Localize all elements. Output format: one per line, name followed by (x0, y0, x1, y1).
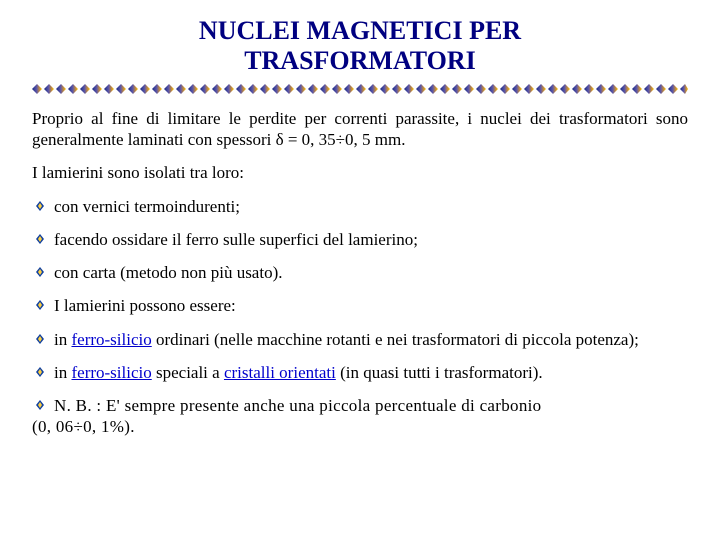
paragraph-list-intro: I lamierini sono isolati tra loro: (32, 162, 688, 183)
title-line-1: NUCLEI MAGNETICI PER (199, 16, 521, 45)
divider-gradient-bar (32, 84, 688, 94)
list-item: in ferro-silicio ordinari (nelle macchin… (32, 329, 688, 350)
diamond-bullet-icon (32, 199, 48, 213)
paragraph-intro: Proprio al fine di limitare le perdite p… (32, 108, 688, 151)
slide-page: NUCLEI MAGNETICI PER TRASFORMATORI (0, 0, 720, 540)
emphasis-link: ferro-silicio (71, 330, 151, 349)
list-item-text-mid: speciali a (152, 363, 224, 382)
list-item-text: I lamierini possono essere: (54, 296, 236, 315)
list-item-text-pre: in (54, 330, 71, 349)
list-item: con vernici termoindurenti; (32, 196, 688, 217)
diamond-bullet-icon (32, 332, 48, 346)
diamond-bullet-icon (32, 232, 48, 246)
list-item: facendo ossidare il ferro sulle superfic… (32, 229, 688, 250)
list-item-text: facendo ossidare il ferro sulle superfic… (54, 230, 418, 249)
list-item: in ferro-silicio speciali a cristalli or… (32, 362, 688, 383)
diamond-bullet-icon (32, 398, 48, 412)
diamond-bullet-icon (32, 365, 48, 379)
slide-title: NUCLEI MAGNETICI PER TRASFORMATORI (32, 16, 688, 76)
title-line-2: TRASFORMATORI (244, 46, 476, 75)
list-item-text: con carta (metodo non più usato). (54, 263, 283, 282)
list-item-text: con vernici termoindurenti; (54, 197, 240, 216)
diamond-bullet-icon (32, 298, 48, 312)
list-item: N. B. : E' sempre presente anche una pic… (32, 395, 688, 438)
list-item-text-pre: N. B. : E' sempre presente anche una pic… (54, 396, 541, 415)
list-item: I lamierini possono essere: (32, 295, 688, 316)
diamond-bullet-icon (32, 265, 48, 279)
list-item-text-pre: in (54, 363, 71, 382)
list-item-text-post: (in quasi tutti i trasformatori). (336, 363, 543, 382)
emphasis-link: ferro-silicio (71, 363, 151, 382)
list-item-text-post: ordinari (nelle macchine rotanti e nei t… (152, 330, 639, 349)
emphasis-link: cristalli orientati (224, 363, 336, 382)
list-item-text-post: (0, 06÷0, 1%). (32, 417, 135, 436)
list-item: con carta (metodo non più usato). (32, 262, 688, 283)
